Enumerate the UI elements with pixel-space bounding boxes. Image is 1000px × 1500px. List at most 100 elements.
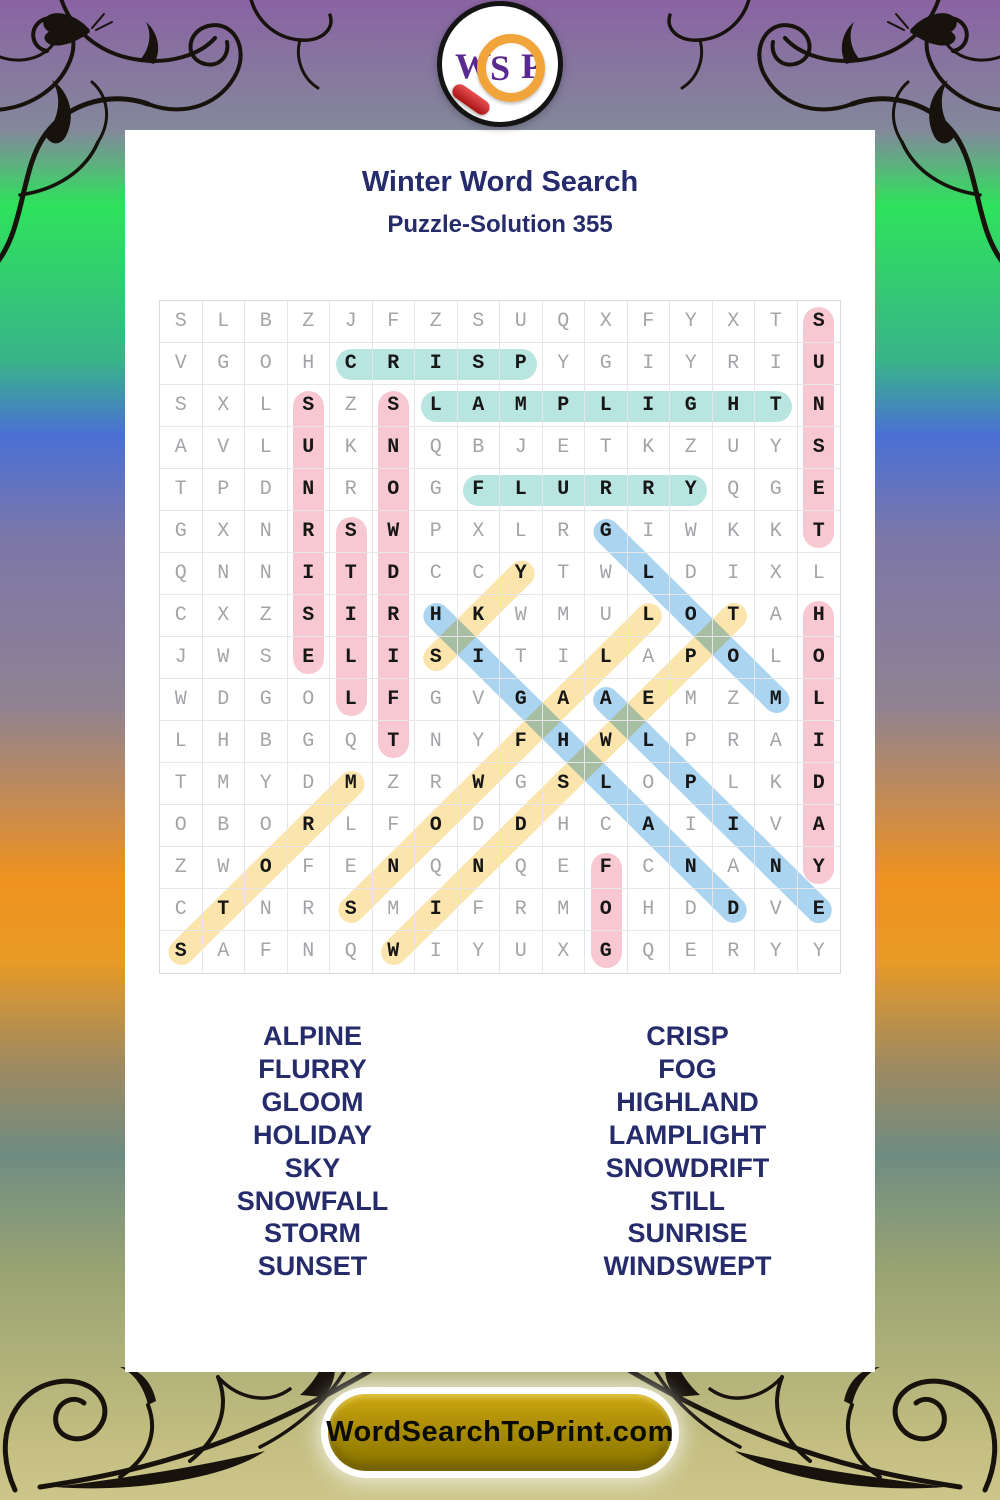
grid-cell: L xyxy=(585,763,628,805)
word-list-item: HOLIDAY xyxy=(252,1119,373,1150)
grid-cell: Q xyxy=(160,553,203,595)
grid-cell: S xyxy=(287,595,330,637)
grid-cell: V xyxy=(202,427,245,469)
grid-cell: L xyxy=(712,763,755,805)
grid-cell: O xyxy=(712,637,755,679)
grid-cell: B xyxy=(245,301,288,343)
grid-cell: A xyxy=(585,679,628,721)
grid-cell: T xyxy=(202,889,245,931)
grid-cell: W xyxy=(500,595,543,637)
grid-cell: F xyxy=(287,847,330,889)
grid-cell: I xyxy=(712,553,755,595)
grid-cell: L xyxy=(797,679,840,721)
grid-cell: E xyxy=(797,469,840,511)
word-list-item: GLOOM xyxy=(261,1086,364,1117)
grid-cell: M xyxy=(670,679,713,721)
grid-cell: Y xyxy=(500,553,543,595)
grid-cell: L xyxy=(245,427,288,469)
grid-cell: A xyxy=(755,595,798,637)
grid-cell: V xyxy=(755,805,798,847)
grid-cell: Y xyxy=(797,847,840,889)
grid-cell: S xyxy=(160,301,203,343)
grid-cell: N xyxy=(372,427,415,469)
grid-cell: H xyxy=(542,721,585,763)
grid-cell: Z xyxy=(712,679,755,721)
grid-cell: R xyxy=(287,511,330,553)
grid-cell: N xyxy=(287,469,330,511)
grid-cell: G xyxy=(202,343,245,385)
grid-cell: O xyxy=(797,637,840,679)
grid-cell: L xyxy=(330,679,373,721)
grid-cell: S xyxy=(330,511,373,553)
grid-cell: A xyxy=(627,805,670,847)
grid-cell: F xyxy=(457,469,500,511)
grid-cell: P xyxy=(670,721,713,763)
grid-cell: I xyxy=(287,553,330,595)
grid-cell: S xyxy=(330,889,373,931)
grid-cell: I xyxy=(542,637,585,679)
grid-cell: A xyxy=(457,385,500,427)
grid-cell: S xyxy=(287,385,330,427)
grid-cell: T xyxy=(542,553,585,595)
grid-cell: B xyxy=(245,721,288,763)
grid-cell: A xyxy=(160,427,203,469)
grid-cell: D xyxy=(287,763,330,805)
grid-cell: L xyxy=(585,637,628,679)
grid-cell: G xyxy=(500,763,543,805)
grid-cell: G xyxy=(585,931,628,973)
grid-cell: L xyxy=(797,553,840,595)
grid-cell: G xyxy=(160,511,203,553)
grid-cell: T xyxy=(712,595,755,637)
grid-cell: R xyxy=(372,595,415,637)
grid-cell: F xyxy=(372,301,415,343)
grid-cell: G xyxy=(670,385,713,427)
grid-cell: X xyxy=(202,385,245,427)
grid-cell: H xyxy=(712,385,755,427)
grid-cell: C xyxy=(330,343,373,385)
grid-cell: H xyxy=(202,721,245,763)
grid-cell: R xyxy=(713,931,755,973)
grid-cell: Y xyxy=(245,763,288,805)
grid-cell: M xyxy=(202,763,245,805)
grid-cell: O xyxy=(415,805,458,847)
grid-cell: K xyxy=(712,511,755,553)
grid-cell: F xyxy=(500,721,543,763)
magnifier-icon xyxy=(477,34,545,102)
grid-cell: I xyxy=(627,385,670,427)
grid-cell: N xyxy=(670,847,713,889)
grid-cell: D xyxy=(245,469,288,511)
puzzle-card: Winter Word Search Puzzle-Solution 355 S… xyxy=(125,130,875,1372)
grid-cell: M xyxy=(542,595,585,637)
grid-cell: S xyxy=(542,763,585,805)
grid-cell: I xyxy=(330,595,373,637)
grid-cell: A xyxy=(755,721,798,763)
grid-cell: Z xyxy=(415,301,458,343)
grid-cell: X xyxy=(543,931,585,973)
word-list-item: SNOWFALL xyxy=(236,1185,389,1216)
grid-cell: U xyxy=(585,595,628,637)
word-list-item: SUNRISE xyxy=(627,1218,748,1249)
grid-cell: V xyxy=(755,889,798,931)
highlight-stripe-flurry xyxy=(463,474,707,506)
grid-cell: L xyxy=(500,469,543,511)
grid-cell: O xyxy=(245,805,288,847)
grid-cell: R xyxy=(542,511,585,553)
grid-cell: Y xyxy=(670,301,713,343)
site-link-button[interactable]: WordSearchToPrint.com xyxy=(326,1394,674,1471)
grid-cell: W xyxy=(160,679,203,721)
grid-cell: C xyxy=(160,595,203,637)
grid-cell: R xyxy=(415,763,458,805)
grid-cell: H xyxy=(542,805,585,847)
grid-cell: K xyxy=(627,427,670,469)
site-logo: W S P xyxy=(437,1,563,127)
grid-cell: K xyxy=(755,763,798,805)
grid-cell: C xyxy=(457,553,500,595)
grid-cell: L xyxy=(627,595,670,637)
grid-cell: N xyxy=(288,931,330,973)
grid-cell: C xyxy=(415,553,458,595)
grid-cell: O xyxy=(245,847,288,889)
grid-cell: C xyxy=(627,847,670,889)
grid-cell: G xyxy=(415,469,458,511)
grid-cell: D xyxy=(712,889,755,931)
site-link-label: WordSearchToPrint.com xyxy=(326,1416,674,1448)
